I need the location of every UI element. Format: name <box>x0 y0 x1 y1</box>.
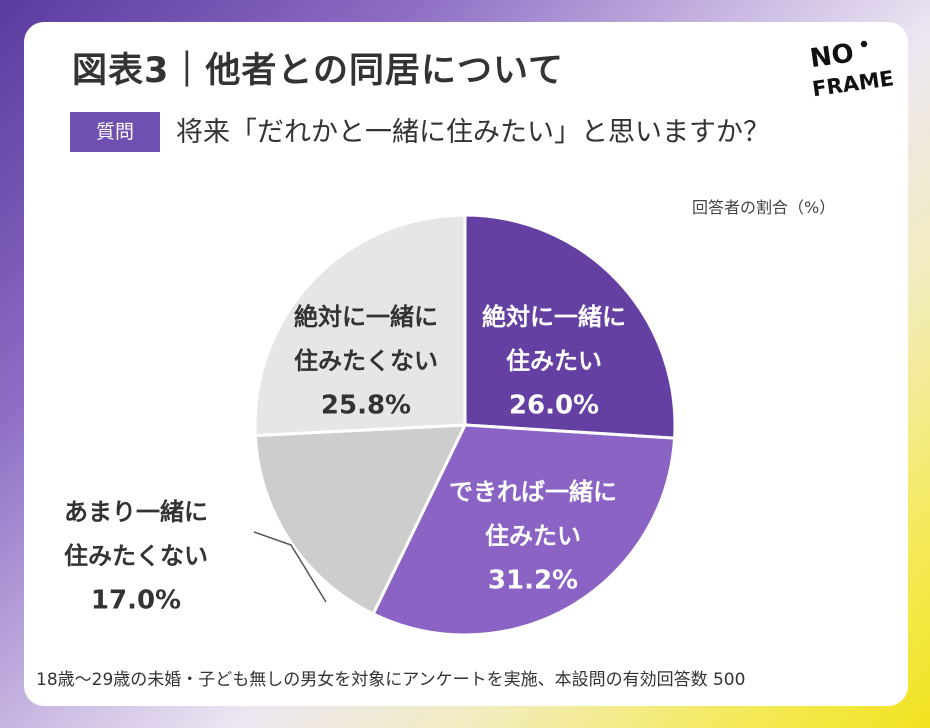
noframe-logo: NO FRAME <box>808 38 895 98</box>
slice-4-value-label: 25.8% <box>321 391 411 421</box>
slice-4-line1: 絶対に一緒に <box>294 303 438 331</box>
slice-3-value-label: 17.0% <box>91 586 181 616</box>
page-title: 図表3｜他者との同居について <box>72 51 564 91</box>
slice-2-line2: 住みたい <box>485 522 581 550</box>
slice-3-line2: 住みたくない <box>64 542 208 570</box>
pie-slice-2 <box>371 423 677 637</box>
slice-2-value-label: 31.2% <box>488 566 578 596</box>
slice-2-line1: できれば一緒に <box>449 478 617 506</box>
pie-slice-1 <box>463 213 677 440</box>
card: 図表3｜他者との同居について NO FRAME 質問 将来「だれかと一緒に住みた… <box>24 22 908 706</box>
logo-line1: NO <box>808 38 856 74</box>
slice-1-value-label: 26.0% <box>509 391 599 421</box>
slice-1-line2: 住みたい <box>506 347 602 375</box>
footnote: 18歳〜29歳の未婚・子ども無しの男女を対象にアンケートを実施、本設問の有効回答… <box>36 670 746 690</box>
pie-slice-4 <box>253 213 467 438</box>
pie-chart: 絶対に一緒に住みたい26.0%できれば一緒に住みたい31.2%あまり一緒に住みた… <box>64 213 677 637</box>
pie-slice-3 <box>253 423 468 616</box>
logo-dot-icon <box>860 40 868 48</box>
slice-4-line2: 住みたくない <box>294 347 438 375</box>
slice-3-line1: あまり一緒に <box>64 498 208 526</box>
leader-line-3 <box>253 531 327 603</box>
unit-note: 回答者の割合（%） <box>692 198 836 217</box>
question-text: 将来「だれかと一緒に住みたい」と思いますか？ <box>176 117 770 148</box>
slice-1-line1: 絶対に一緒に <box>482 303 626 331</box>
question-badge: 質問 <box>70 112 160 152</box>
